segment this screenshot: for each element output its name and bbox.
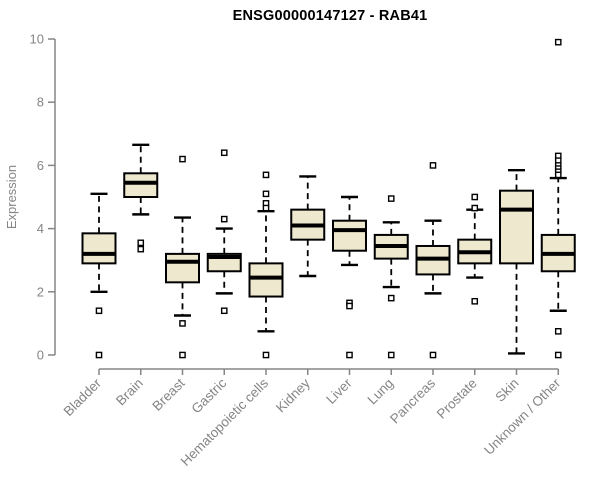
x-tick-label-liver: Liver [323,375,355,407]
boxplot-bladder [81,192,117,359]
outlier-point [95,351,103,359]
boxplot-lung [373,195,409,359]
chart-title: ENSG00000147127 - RAB41 [232,8,428,24]
x-tick-label-skin: Skin [492,376,521,405]
outlier-point [220,215,228,223]
x-tick-label-unknown-other: Unknown / Other [481,375,564,458]
boxplot-prostate [457,193,493,305]
y-tick-label: 2 [37,284,44,299]
outlier-point [429,351,437,359]
outlier-point [346,351,353,359]
outlier-point [387,195,395,202]
boxplot-unknown-other [540,38,576,359]
outlier-point [137,239,145,247]
outlier-point [179,155,186,163]
x-tick-label-kidney: Kidney [273,375,313,415]
outlier-point [262,204,270,212]
x-tick-label-pancreas: Pancreas [387,375,438,426]
outlier-point [220,149,228,157]
x-tick-label-prostate: Prostate [434,376,480,422]
outlier-point [179,351,186,359]
x-tick-label-bladder: Bladder [61,375,105,419]
boxplot-liver [332,195,367,359]
outlier-point [137,245,145,253]
iqr-box [499,189,534,265]
y-tick-label: 0 [37,348,44,363]
x-tick-label-breast: Breast [149,375,187,413]
boxplot-breast [165,155,200,359]
outlier-point [387,294,395,302]
y-tick-label: 10 [30,32,44,47]
boxplot-brain [123,143,159,253]
boxplot-skin [499,168,534,355]
boxplot-hematopoietic-cells [248,171,284,359]
y-tick-label: 8 [37,95,44,110]
outlier-point [554,171,562,179]
outlier-point [262,351,270,359]
iqr-box [123,172,159,199]
iqr-box [81,232,117,265]
outlier-point [220,307,228,315]
x-tick-label-gastric: Gastric [189,375,230,416]
outlier-point [346,302,353,310]
boxplot-pancreas [415,162,451,359]
outlier-point [554,328,562,335]
iqr-box [165,252,200,284]
outlier-point [262,190,270,198]
boxplot-gastric [206,149,242,315]
outlier-point [262,171,270,179]
x-tick-label-brain: Brain [113,376,146,409]
y-tick-label: 6 [37,158,44,173]
y-axis-title: Expression [4,165,19,229]
outlier-point [471,204,479,212]
outlier-point [471,297,479,305]
outlier-point [429,162,437,169]
boxplot-kidney [290,175,326,278]
y-axis: 0 2 4 6 8 10 [30,32,56,363]
outlier-point [387,351,395,359]
iqr-box [332,219,367,252]
outlier-point [95,307,103,315]
iqr-box [248,262,284,298]
outlier-point [554,351,562,359]
outlier-point [179,320,186,327]
x-tick-label-lung: Lung [365,376,397,408]
y-tick-label: 4 [37,221,44,236]
outlier-point [554,38,562,46]
outlier-point [471,193,479,201]
